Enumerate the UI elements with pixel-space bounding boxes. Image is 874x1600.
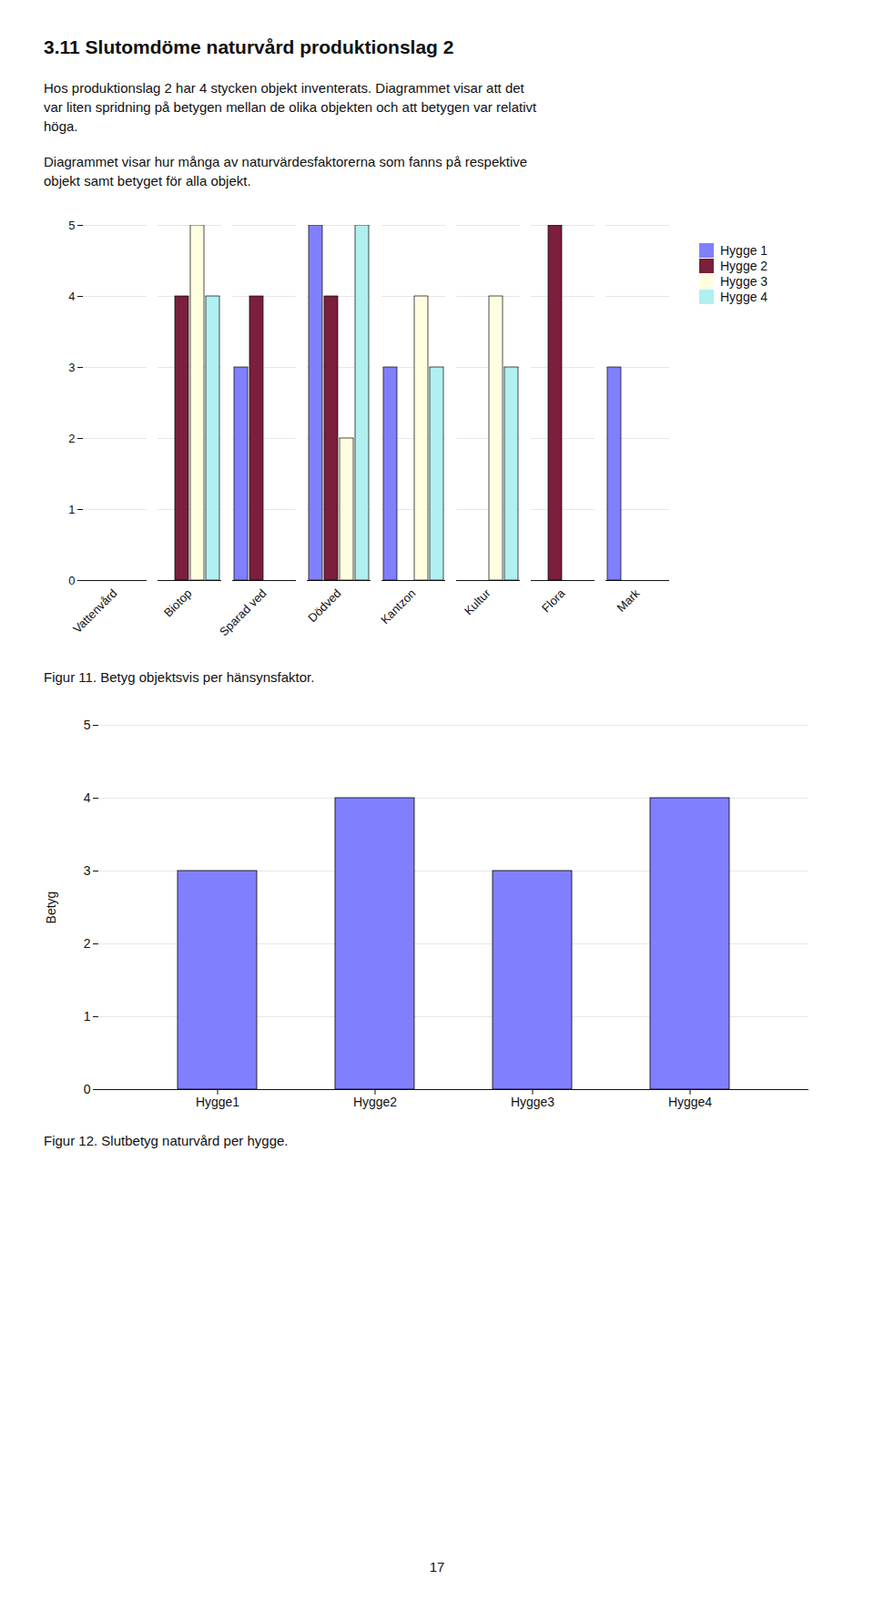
svg-text:3: 3 xyxy=(83,863,92,878)
svg-text:Kultur: Kultur xyxy=(461,585,494,618)
html-text:Hygge 1: Hygge 1 xyxy=(720,243,768,258)
svg-text:Hygge1: Hygge1 xyxy=(195,1094,240,1109)
svg-text:Flora: Flora xyxy=(538,585,569,615)
svg-text:Sparad ved: Sparad ved xyxy=(216,586,270,640)
html-text:17: 17 xyxy=(429,1558,445,1575)
html-text:Diagrammet visar hur många av: Diagrammet visar hur många av naturvärde… xyxy=(43,153,528,170)
html-text:Figur 11. Betyg objektsvis per: Figur 11. Betyg objektsvis per hänsynsfa… xyxy=(43,669,315,685)
svg-text:Vattenvård: Vattenvård xyxy=(70,586,120,636)
svg-text:0: 0 xyxy=(68,573,75,588)
svg-text:Hygge2: Hygge2 xyxy=(353,1094,397,1109)
svg-text:5: 5 xyxy=(68,218,75,233)
svg-text:2: 2 xyxy=(83,935,92,951)
html-text:Hygge 4: Hygge 4 xyxy=(720,289,768,305)
svg-text:1: 1 xyxy=(83,1008,92,1024)
svg-text:3: 3 xyxy=(68,360,75,375)
svg-text:5: 5 xyxy=(83,717,92,732)
svg-text:Biotop: Biotop xyxy=(161,586,195,620)
html-text:Hygge 2: Hygge 2 xyxy=(720,258,768,274)
html-text:Hygge 3: Hygge 3 xyxy=(720,274,768,289)
svg-text:4: 4 xyxy=(68,289,75,304)
svg-text:2: 2 xyxy=(68,431,75,446)
svg-text:Dödved: Dödved xyxy=(304,586,344,625)
html-text:höga.: höga. xyxy=(43,118,78,134)
svg-text:1: 1 xyxy=(68,502,75,517)
html-text:Figur 12. Slutbetyg naturvård: Figur 12. Slutbetyg naturvård per hygge. xyxy=(43,1132,289,1149)
svg-text:Mark: Mark xyxy=(614,585,643,614)
html-text:Hos produktionslag 2 har 4 sty: Hos produktionslag 2 har 4 stycken objek… xyxy=(43,80,525,96)
html-text:3.11 Slutomdöme naturvård prod: 3.11 Slutomdöme naturvård produktionslag… xyxy=(43,36,454,58)
svg-text:Kantzon: Kantzon xyxy=(377,586,418,627)
svg-text:Betyg: Betyg xyxy=(43,891,59,925)
svg-text:4: 4 xyxy=(83,790,92,805)
svg-text:Hygge4: Hygge4 xyxy=(668,1094,712,1109)
html-text:objekt samt betyget för alla o: objekt samt betyget för alla objekt. xyxy=(43,172,251,189)
svg-text:Hygge3: Hygge3 xyxy=(510,1094,555,1109)
html-text:var liten spridning på betygen: var liten spridning på betygen mellan de… xyxy=(43,99,537,115)
svg-text:0: 0 xyxy=(83,1081,92,1097)
